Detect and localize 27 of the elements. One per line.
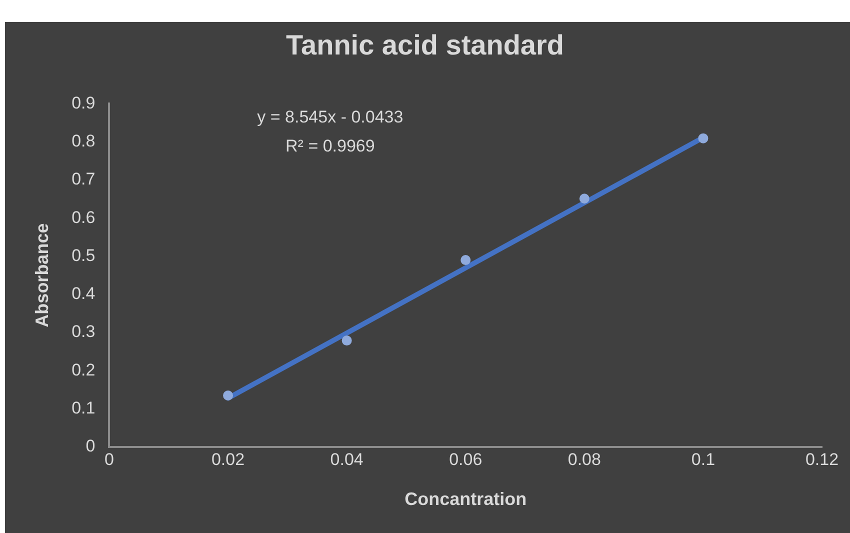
point bbox=[342, 336, 352, 346]
y-tick-label: 0.3 bbox=[72, 322, 96, 342]
y-tick-label: 0.6 bbox=[72, 208, 96, 227]
y-axis-title: Absorbance bbox=[32, 223, 52, 328]
annotation: y = 8.545x - 0.0433 bbox=[257, 107, 404, 126]
y-tick-label: 0.4 bbox=[72, 284, 96, 304]
point bbox=[223, 390, 234, 400]
point bbox=[698, 133, 708, 144]
x-tick-label: 0.06 bbox=[449, 450, 482, 469]
point bbox=[460, 255, 471, 266]
x-tick-label: 0.04 bbox=[330, 450, 364, 469]
x-tick-label: 0 bbox=[104, 450, 114, 469]
y-tick-label: 0.9 bbox=[72, 93, 96, 112]
y-tick-label: 0.7 bbox=[72, 170, 96, 189]
y-tick-label: 0.8 bbox=[72, 131, 96, 150]
chart-title: Tannic acid standard bbox=[286, 30, 564, 61]
point bbox=[579, 194, 590, 204]
y-tick-label: 0.2 bbox=[72, 360, 96, 380]
y-tick-label: 0.1 bbox=[72, 398, 96, 418]
x-tick-label: 0.08 bbox=[568, 450, 601, 469]
x-axis-title: Concantration bbox=[404, 489, 527, 510]
annotation: R² = 0.9969 bbox=[286, 136, 375, 156]
x-tick-label: 0.12 bbox=[805, 450, 839, 469]
x-tick-label: 0.1 bbox=[691, 450, 716, 469]
x-tick-label: 0.02 bbox=[211, 450, 245, 469]
y-tick-label: 0.5 bbox=[72, 246, 96, 265]
y-tick-label: 0 bbox=[86, 436, 96, 456]
